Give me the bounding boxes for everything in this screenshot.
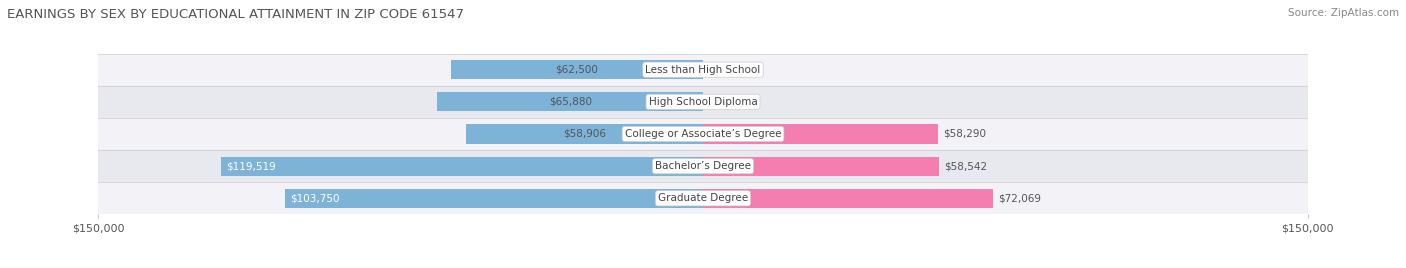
Bar bbox=[703, 157, 939, 176]
Text: $119,519: $119,519 bbox=[226, 161, 276, 171]
Bar bbox=[98, 182, 1308, 214]
Text: $103,750: $103,750 bbox=[290, 193, 339, 203]
Bar bbox=[98, 54, 1308, 86]
Text: College or Associate’s Degree: College or Associate’s Degree bbox=[624, 129, 782, 139]
Bar bbox=[703, 189, 994, 208]
Text: $62,500: $62,500 bbox=[555, 65, 599, 75]
Bar bbox=[285, 189, 703, 208]
Text: $58,290: $58,290 bbox=[943, 129, 986, 139]
Text: Less than High School: Less than High School bbox=[645, 65, 761, 75]
Text: Source: ZipAtlas.com: Source: ZipAtlas.com bbox=[1288, 8, 1399, 18]
Bar bbox=[465, 124, 703, 144]
Text: EARNINGS BY SEX BY EDUCATIONAL ATTAINMENT IN ZIP CODE 61547: EARNINGS BY SEX BY EDUCATIONAL ATTAINMEN… bbox=[7, 8, 464, 21]
Text: High School Diploma: High School Diploma bbox=[648, 97, 758, 107]
Text: $58,542: $58,542 bbox=[943, 161, 987, 171]
Text: $58,906: $58,906 bbox=[562, 129, 606, 139]
Text: Graduate Degree: Graduate Degree bbox=[658, 193, 748, 203]
Bar bbox=[98, 86, 1308, 118]
Bar bbox=[451, 60, 703, 79]
Bar bbox=[703, 124, 938, 144]
Bar bbox=[98, 118, 1308, 150]
Text: $65,880: $65,880 bbox=[548, 97, 592, 107]
Text: $72,069: $72,069 bbox=[998, 193, 1042, 203]
Bar bbox=[221, 157, 703, 176]
Bar bbox=[98, 150, 1308, 182]
Bar bbox=[437, 92, 703, 111]
Text: Bachelor’s Degree: Bachelor’s Degree bbox=[655, 161, 751, 171]
Text: $0: $0 bbox=[709, 97, 723, 107]
Text: $0: $0 bbox=[709, 65, 723, 75]
